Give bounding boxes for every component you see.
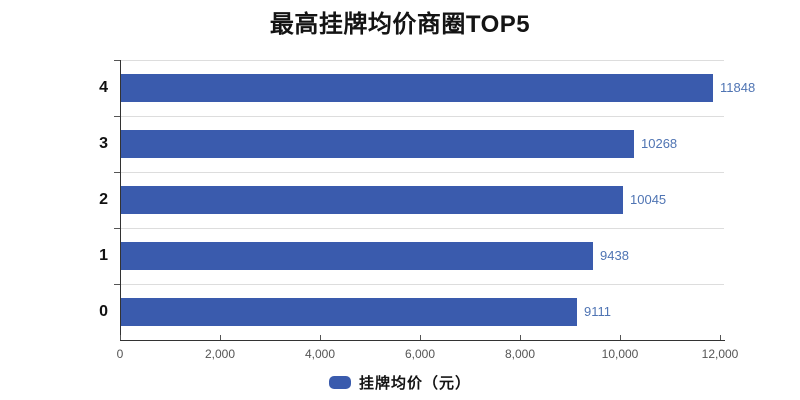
bar[interactable] [121, 186, 623, 214]
y-tick [114, 172, 120, 173]
legend[interactable]: 挂牌均价（元） [0, 372, 800, 393]
bar[interactable] [121, 74, 713, 102]
category-label: 0 [99, 303, 108, 320]
x-tick [420, 335, 421, 340]
gridline [121, 60, 724, 61]
chart-title: 最高挂牌均价商圈TOP5 [269, 11, 531, 38]
x-axis-line [120, 340, 725, 341]
gridline [121, 284, 724, 285]
category-label: 2 [99, 191, 108, 208]
bar-value-label: 9438 [600, 248, 629, 263]
y-tick [114, 284, 120, 285]
x-tick-label: 2,000 [204, 347, 236, 361]
category-label: 4 [99, 79, 108, 96]
x-tick [220, 335, 221, 340]
category-label: 1 [99, 247, 108, 264]
bar-value-label: 11848 [720, 80, 756, 95]
bar[interactable] [121, 242, 593, 270]
y-tick [114, 60, 120, 61]
y-tick [114, 228, 120, 229]
x-tick [120, 335, 121, 340]
legend-swatch-icon [328, 376, 351, 389]
bar-value-label: 10045 [630, 192, 667, 207]
x-tick [620, 335, 621, 340]
gridline [121, 116, 724, 117]
x-tick-label: 12,000 [701, 347, 739, 361]
legend-label: 挂牌均价（元） [358, 375, 471, 392]
x-tick-label: 8,000 [504, 347, 536, 361]
y-axis-line [120, 60, 121, 340]
x-tick-label: 10,000 [601, 347, 639, 361]
x-tick-label: 4,000 [304, 347, 336, 361]
y-tick [114, 116, 120, 117]
x-tick [520, 335, 521, 340]
bar[interactable] [121, 298, 577, 326]
x-tick [720, 335, 721, 340]
gridline [121, 228, 724, 229]
bar[interactable] [121, 130, 634, 158]
x-tick [320, 335, 321, 340]
category-label: 3 [99, 135, 108, 152]
x-tick-label: 0 [116, 347, 124, 361]
x-tick-label: 6,000 [404, 347, 436, 361]
bar-value-label: 9111 [584, 304, 611, 319]
gridline [121, 172, 724, 173]
bar-value-label: 10268 [641, 136, 678, 151]
